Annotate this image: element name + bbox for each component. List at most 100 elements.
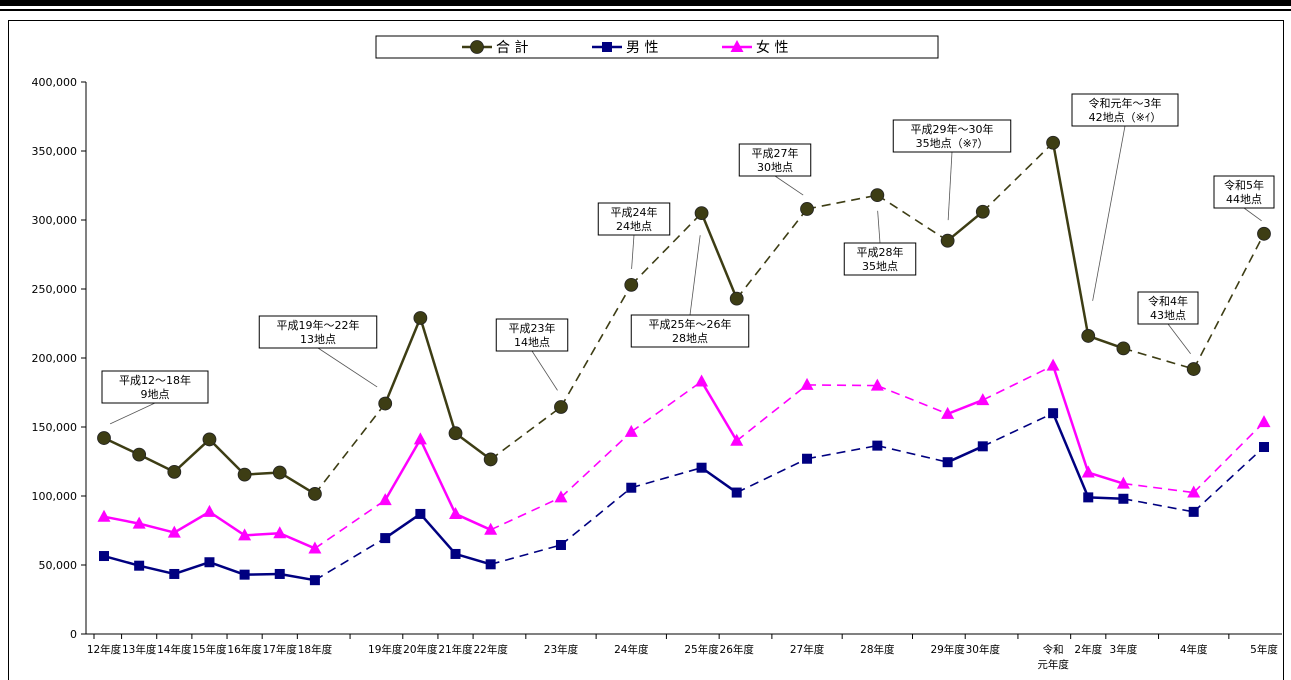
x-tick-label: 2年度 (1074, 643, 1102, 656)
data-point (167, 464, 182, 479)
data-point (378, 493, 392, 506)
legend-label: 女 性 (756, 39, 788, 56)
x-tick-label: 29年度 (930, 643, 965, 656)
legend-box (375, 35, 939, 59)
data-point (729, 291, 744, 306)
data-point (1116, 476, 1130, 489)
data-point (1188, 506, 1199, 517)
annotation-leader (1167, 323, 1191, 354)
annotation-text: 平成24年 24地点 (611, 205, 658, 233)
series-line-segment (877, 384, 948, 415)
data-point (308, 487, 322, 501)
series-line-segment (560, 284, 632, 408)
series-line-segment (173, 561, 210, 576)
annotation-text: 平成23年 14地点 (509, 321, 556, 349)
data-point (484, 522, 498, 535)
series-line-segment (419, 438, 457, 515)
annotation-box (101, 370, 209, 404)
data-point (976, 393, 990, 406)
series-lines (103, 142, 1265, 582)
annotation-leader (1243, 207, 1262, 222)
legend-marker (470, 40, 484, 54)
y-tick-label: 150,000 (32, 421, 78, 434)
annotation-text: 令和4年 43地点 (1148, 294, 1188, 322)
data-point (1186, 362, 1201, 376)
y-tick-label: 250,000 (32, 283, 78, 296)
annotation-text: 平成25年～26年 28地点 (649, 317, 732, 345)
data-point (694, 206, 709, 221)
series-line-segment (419, 513, 457, 555)
data-point (802, 453, 813, 464)
data-point (977, 441, 988, 452)
data-point (624, 424, 638, 437)
series-line-segment (279, 572, 316, 582)
series-line-segment (384, 438, 422, 501)
data-point (624, 277, 639, 292)
annotation-leader (1092, 125, 1126, 301)
series-line-segment (1087, 471, 1124, 485)
series-line-segment (876, 194, 949, 242)
annotation-leader (109, 402, 156, 425)
data-point (309, 575, 320, 586)
series-line-segment (631, 466, 702, 489)
data-point (378, 396, 393, 411)
series-line-segment (419, 317, 457, 434)
series-line-segment (279, 532, 316, 550)
series-line-segment (1193, 421, 1265, 494)
series-line-segment (982, 142, 1054, 213)
series-line-segment (1051, 412, 1090, 498)
data-point (132, 516, 146, 529)
data-point (97, 509, 111, 522)
data-point (132, 447, 147, 462)
annotation-text: 平成29年～30年 35地点（※ｱ） (911, 122, 994, 150)
data-point (1046, 358, 1060, 371)
annotation-box (1071, 93, 1179, 127)
series-line-segment (946, 210, 984, 242)
series-line-segment (454, 432, 492, 461)
annotation-box (738, 143, 812, 177)
series-line-segment (173, 438, 211, 473)
annotation-box (1213, 175, 1275, 209)
data-point (413, 311, 428, 325)
data-point (555, 539, 566, 550)
legend-marker (602, 42, 612, 52)
data-point (99, 551, 109, 562)
data-point (1116, 341, 1131, 356)
series-line-segment (138, 564, 175, 576)
x-tick-label: 12年度 (87, 643, 122, 656)
x-tick-label: 5年度 (1250, 643, 1278, 656)
x-tick-label: 15年度 (192, 643, 227, 656)
annotation-leader (947, 151, 953, 221)
data-point (485, 559, 496, 570)
x-tick-label: 25年度 (684, 643, 719, 656)
data-point (942, 457, 953, 468)
annotation-leader (774, 175, 804, 196)
data-point (274, 568, 285, 579)
data-point (1083, 492, 1094, 503)
x-tick-label: 18年度 (298, 643, 333, 656)
annotation-text: 平成28年 35地点 (857, 245, 904, 273)
axes: 0 50,000 100,000 150,000 200,000 250,000 300,0… (32, 76, 1282, 671)
series-line-segment (1123, 347, 1194, 370)
data-point (554, 400, 568, 414)
x-tick-label: 30年度 (966, 643, 1001, 656)
series-markers (97, 135, 1271, 586)
legend-label: 男 性 (626, 40, 658, 56)
data-point (273, 526, 287, 539)
top-rule-thin (0, 9, 1291, 11)
data-point (239, 569, 250, 580)
y-tick-label: 100,000 (32, 490, 78, 503)
data-point (1081, 465, 1095, 478)
x-tick-label: 14年度 (157, 643, 192, 656)
data-point (97, 431, 111, 445)
series-line-segment (1192, 233, 1265, 370)
data-point (483, 452, 498, 467)
x-tick-label: 令和元年度 (1037, 643, 1069, 671)
annotation-leader (531, 350, 558, 391)
data-point (940, 233, 955, 248)
series-line-segment (736, 384, 808, 442)
legend-label: 合 計 (496, 40, 528, 56)
data-point (1046, 135, 1060, 150)
series-line-segment (314, 403, 386, 495)
data-point (731, 487, 742, 498)
